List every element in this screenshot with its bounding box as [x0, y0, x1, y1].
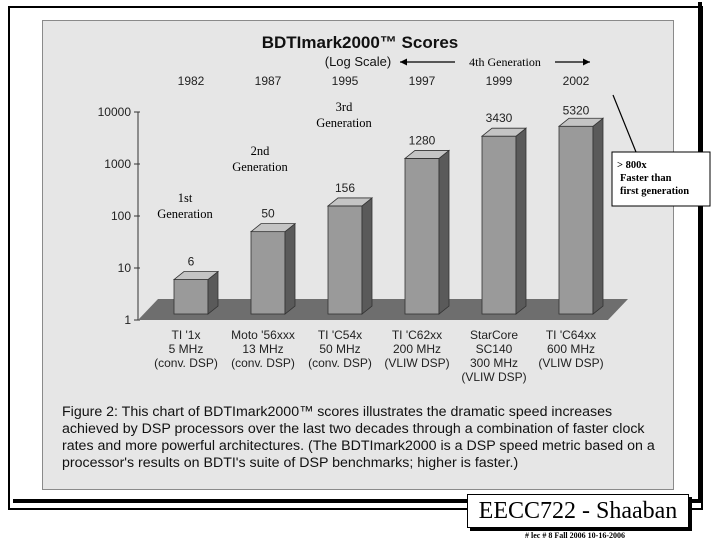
value-labels: 6 50 156 1280 3430 5320 — [188, 103, 590, 268]
bar-top — [557, 117, 605, 127]
y-tick-label: 100 — [111, 209, 131, 223]
figure-caption: Figure 2: This chart of BDTImark2000™ sc… — [62, 404, 655, 471]
year-label: 1982 — [178, 74, 205, 88]
bar-side — [284, 222, 296, 315]
data-label: 3430 — [486, 111, 513, 125]
bar-side — [438, 149, 450, 315]
data-label: 5320 — [563, 103, 590, 117]
category-label-line: (VLIW DSP) — [538, 356, 603, 370]
year-label: 1987 — [255, 74, 282, 88]
category-label-line: 5 MHz — [169, 342, 204, 356]
category-label-line: SC140 — [476, 342, 513, 356]
y-tick-label: 10000 — [98, 105, 132, 119]
speedup-label: Faster than — [620, 173, 672, 184]
bar-top — [172, 271, 220, 280]
category-label-line: 50 MHz — [319, 342, 360, 356]
scale-note: (Log Scale) — [325, 54, 391, 69]
gen2-label: Generation — [232, 160, 288, 174]
year-label: 1999 — [486, 74, 513, 88]
gen1-label: 1st — [178, 191, 193, 205]
category-label-line: (VLIW DSP) — [384, 356, 449, 370]
bar-top — [326, 197, 374, 207]
category-label-line: Moto '56xxx — [231, 328, 295, 342]
bar — [173, 279, 209, 315]
year-labels: 1982 1987 1995 1997 1999 2002 — [178, 74, 590, 88]
speedup-callout-box — [611, 151, 711, 207]
category-label-line: 300 MHz — [470, 356, 518, 370]
gen3-label: Generation — [316, 116, 372, 130]
bar-side — [361, 197, 373, 315]
bar — [250, 231, 286, 315]
generation-annotations: 1st Generation 2nd Generation 3rd Generation >… — [157, 94, 711, 221]
chart-title: BDTImark2000™ Scores — [262, 33, 459, 52]
gen1-label: Generation — [157, 207, 213, 221]
bar-side — [592, 117, 604, 315]
category-label-line: (VLIW DSP) — [461, 370, 526, 384]
data-label: 1280 — [409, 133, 436, 147]
data-label: 50 — [261, 207, 275, 221]
year-label: 1995 — [332, 74, 359, 88]
gen4-label: 4th Generation — [469, 55, 541, 69]
course-title-box: EECC722 - Shaaban — [467, 494, 689, 528]
category-label-line: 600 MHz — [547, 342, 595, 356]
year-label: 2002 — [563, 74, 590, 88]
slide-frame-shadow — [13, 2, 702, 503]
bar — [558, 125, 594, 315]
category-label-line: 200 MHz — [393, 342, 441, 356]
category-label-line: TI 'C64xx — [546, 328, 596, 342]
bar-top — [480, 127, 528, 137]
speedup-label: first generation — [620, 186, 689, 197]
gen3-label: 3rd — [336, 100, 353, 114]
bar — [481, 135, 517, 315]
slide-frame — [8, 6, 703, 510]
speedup-pointer-line — [612, 94, 637, 153]
lecture-meta: # lec # 8 Fall 2006 10-16-2006 — [525, 531, 625, 540]
bar-group — [172, 117, 605, 315]
speedup-label: > 800x — [617, 160, 647, 171]
y-tick-label: 10 — [118, 261, 132, 275]
bar-top — [249, 223, 297, 233]
fourth-generation-arrow — [400, 58, 590, 66]
gen2-label: 2nd — [251, 144, 271, 158]
bar-top — [403, 150, 451, 159]
category-label-line: StarCore — [470, 328, 518, 342]
year-label: 1997 — [409, 74, 436, 88]
data-label: 6 — [188, 255, 195, 269]
bar-side — [515, 127, 527, 315]
y-tick-label: 1000 — [104, 157, 131, 171]
category-label-line: (conv. DSP) — [154, 356, 218, 370]
y-tick-label: 1 — [124, 313, 131, 327]
data-label: 156 — [335, 181, 355, 195]
bar — [404, 158, 440, 315]
category-label-line: (conv. DSP) — [231, 356, 295, 370]
category-label-line: TI '1x — [172, 328, 201, 342]
category-label-line: TI 'C54x — [318, 328, 362, 342]
category-label-line: TI 'C62xx — [392, 328, 442, 342]
y-axis: 1 10 100 1000 10000 — [98, 105, 140, 327]
category-label-line: (conv. DSP) — [308, 356, 372, 370]
bar — [327, 205, 363, 315]
category-label-line: 13 MHz — [242, 342, 283, 356]
